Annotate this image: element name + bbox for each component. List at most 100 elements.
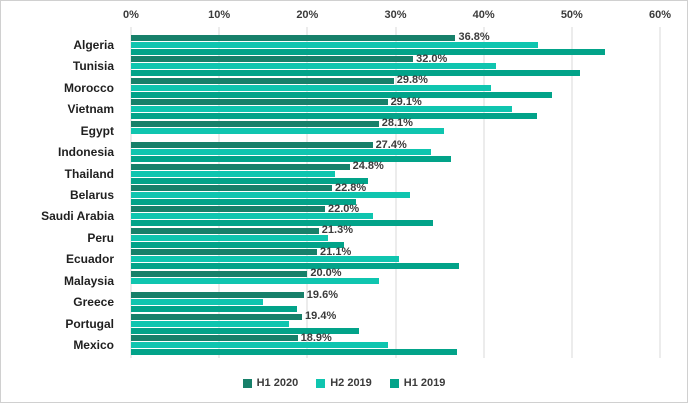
bar-group: 19.4%	[131, 310, 660, 334]
bar-group: 28.1%	[131, 117, 660, 141]
bar-slot: 36.8%	[131, 32, 660, 43]
bar-slot	[131, 113, 660, 120]
bar-h1-2019	[131, 327, 360, 334]
bar-h1-2019	[131, 91, 553, 98]
x-axis: 0% 10% 20% 30% 40% 50% 60%	[123, 9, 671, 25]
bar-h1-2019	[131, 306, 297, 313]
category-label: Peru	[87, 230, 114, 245]
bar-group: 27.4%	[131, 139, 660, 163]
bar-slot: 29.1%	[131, 96, 660, 107]
bar-h1-2020	[131, 292, 304, 299]
category-label: Tunisia	[72, 59, 114, 74]
legend: H1 2020 H2 2019 H1 2019	[1, 373, 687, 393]
bar-slot: 24.8%	[131, 160, 660, 173]
bar-h1-2019	[131, 48, 606, 55]
x-axis-tick-label: 10%	[208, 9, 231, 21]
x-axis-tick-label: 20%	[296, 9, 319, 21]
category-label: Egypt	[80, 123, 114, 138]
legend-item-h1-2019: H1 2019	[389, 377, 445, 389]
bar-slot	[131, 320, 660, 327]
bar-slot	[131, 48, 660, 55]
bar-h1-2020	[131, 56, 414, 63]
bar-h1-2020	[131, 185, 333, 192]
bar-slot: 18.9%	[131, 332, 660, 343]
category-label: Malaysia	[63, 273, 114, 288]
bar-h2-2019	[131, 84, 491, 91]
bar-slot: 27.4%	[131, 139, 660, 150]
category-label: Greece	[73, 295, 114, 310]
bar-rows: 36.8% 32.0% 29.8% 29.1% 28.1% 27.4% 24.8% 22.8%…	[131, 32, 660, 356]
bar-group: 24.8%	[131, 160, 660, 184]
bar-h2-2019	[131, 106, 512, 113]
bar-slot	[131, 327, 660, 334]
bar-slot	[131, 220, 660, 227]
bar-group: 22.0%	[131, 202, 660, 227]
bar-h1-2020	[131, 99, 388, 106]
bar-slot: 19.4%	[131, 310, 660, 323]
bar-slot	[131, 299, 660, 306]
bar-slot	[131, 263, 660, 270]
data-label: 22.0%	[327, 202, 360, 215]
bar-slot: 20.0%	[131, 267, 660, 280]
bar-h1-2019	[131, 156, 452, 163]
data-label: 20.0%	[310, 267, 342, 280]
data-label: 19.4%	[305, 310, 337, 323]
x-axis-tick-label: 30%	[384, 9, 407, 21]
category-label: Indonesia	[57, 145, 114, 160]
bar-h2-2019	[131, 149, 431, 156]
data-label: 21.3%	[321, 224, 353, 237]
bar-slot	[131, 342, 660, 349]
bar-slot	[131, 41, 660, 48]
bar-slot: 21.1%	[131, 246, 660, 257]
bar-h2-2019	[131, 192, 410, 199]
bar-group: 20.0%	[131, 267, 660, 291]
bar-slot	[131, 213, 660, 220]
bar-slot	[131, 84, 660, 91]
category-label: Algeria	[73, 37, 114, 52]
bar-slot	[131, 241, 660, 248]
category-label: Saudi Arabia	[41, 209, 114, 224]
bar-h1-2019	[131, 177, 369, 184]
bar-group: 21.1%	[131, 246, 660, 270]
bar-slot	[131, 149, 660, 156]
gridline	[659, 27, 661, 358]
data-label: 32.0%	[416, 52, 448, 65]
bar-h1-2020	[131, 249, 318, 256]
category-label: Belarus	[69, 188, 114, 203]
category-axis: Algeria Tunisia Morocco Vietnam Egypt Indones…	[1, 34, 123, 356]
x-axis-tick-label: 50%	[560, 9, 583, 21]
x-axis-tick-label: 0%	[123, 9, 139, 21]
bar-h2-2019	[131, 234, 328, 241]
data-label: 24.8%	[352, 160, 384, 173]
data-label: 28.1%	[381, 117, 413, 130]
category-label: Morocco	[63, 80, 114, 95]
bar-h1-2020	[131, 270, 308, 277]
plot-area: 36.8% 32.0% 29.8% 29.1% 28.1% 27.4% 24.8% 22.8%…	[130, 27, 661, 358]
bar-slot	[131, 70, 660, 77]
bar-slot: 22.8%	[131, 182, 660, 193]
bar-slot: 22.0%	[131, 202, 660, 215]
bar-h2-2019	[131, 170, 335, 177]
legend-swatch	[242, 378, 252, 388]
bar-h1-2020	[131, 227, 319, 234]
legend-label: H2 2019	[330, 377, 372, 389]
gridline	[483, 27, 485, 358]
bar-slot	[131, 306, 660, 313]
category-label: Vietnam	[67, 102, 114, 117]
bar-h1-2019	[131, 349, 458, 356]
bar-group: 22.8%	[131, 182, 660, 206]
category-label: Mexico	[73, 338, 114, 353]
bar-slot	[131, 234, 660, 241]
bar-slot	[131, 63, 660, 70]
bar-h1-2019	[131, 113, 538, 120]
bar-slot	[131, 256, 660, 263]
bar-h2-2019	[131, 299, 264, 306]
bar-slot	[131, 127, 660, 134]
bar-slot	[131, 277, 660, 284]
bar-h1-2020	[131, 77, 394, 84]
data-label: 29.8%	[396, 74, 428, 87]
bar-h1-2020	[131, 335, 298, 342]
bar-slot	[131, 349, 660, 356]
bar-h1-2020	[131, 142, 373, 149]
